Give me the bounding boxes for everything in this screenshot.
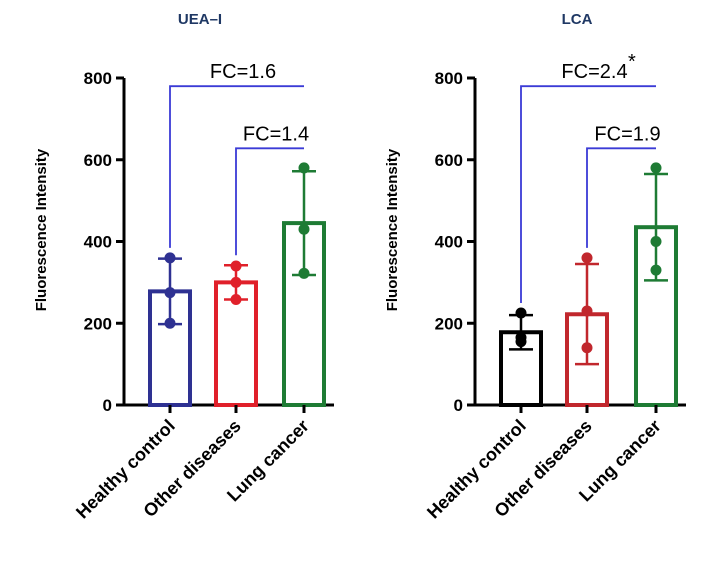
data-point: [230, 260, 242, 272]
fold-change-label: FC=1.4: [243, 123, 309, 145]
significance-star: *: [628, 51, 636, 73]
y-tick-label: 0: [454, 396, 463, 415]
fold-change-label: FC=1.9: [594, 123, 660, 145]
data-point: [164, 317, 176, 329]
y-axis-label: Fluorescence Intensity: [33, 148, 50, 311]
data-point: [581, 342, 593, 354]
data-point: [164, 252, 176, 264]
y-tick-label: 400: [84, 233, 112, 252]
chart-title: UEA–I: [178, 11, 222, 28]
y-tick-label: 600: [435, 151, 463, 170]
data-point: [515, 307, 527, 319]
data-point: [650, 264, 662, 276]
data-point: [650, 162, 662, 174]
data-point: [581, 252, 593, 264]
comparison-bracket: [169, 85, 304, 248]
y-tick-label: 400: [435, 233, 463, 252]
y-axis-label: Fluorescence Intensity: [384, 148, 401, 311]
data-point: [650, 236, 662, 247]
comparison-bracket: [520, 85, 656, 304]
chart-title: LCA: [562, 11, 593, 28]
data-point: [298, 267, 310, 279]
fold-change-label: FC=2.4: [561, 61, 627, 83]
data-point: [515, 332, 527, 344]
data-point: [298, 223, 310, 235]
y-tick-label: 800: [84, 69, 112, 88]
chart-panel-1: UEA–I Fluorescence Intensity 0 200 400 600 800…: [33, 11, 334, 522]
data-point: [298, 162, 310, 174]
data-point: [581, 305, 593, 317]
y-tick-label: 200: [435, 314, 463, 333]
fold-change-label: FC=1.6: [210, 61, 276, 83]
y-tick-label: 800: [435, 69, 463, 88]
data-point: [230, 276, 242, 288]
comparison-bracket: [586, 147, 656, 248]
y-tick-label: 200: [84, 314, 112, 333]
y-tick-label: 600: [84, 151, 112, 170]
data-point: [164, 287, 176, 299]
comparison-bracket: [235, 147, 304, 256]
y-tick-label: 0: [103, 396, 112, 415]
data-point: [230, 294, 242, 306]
